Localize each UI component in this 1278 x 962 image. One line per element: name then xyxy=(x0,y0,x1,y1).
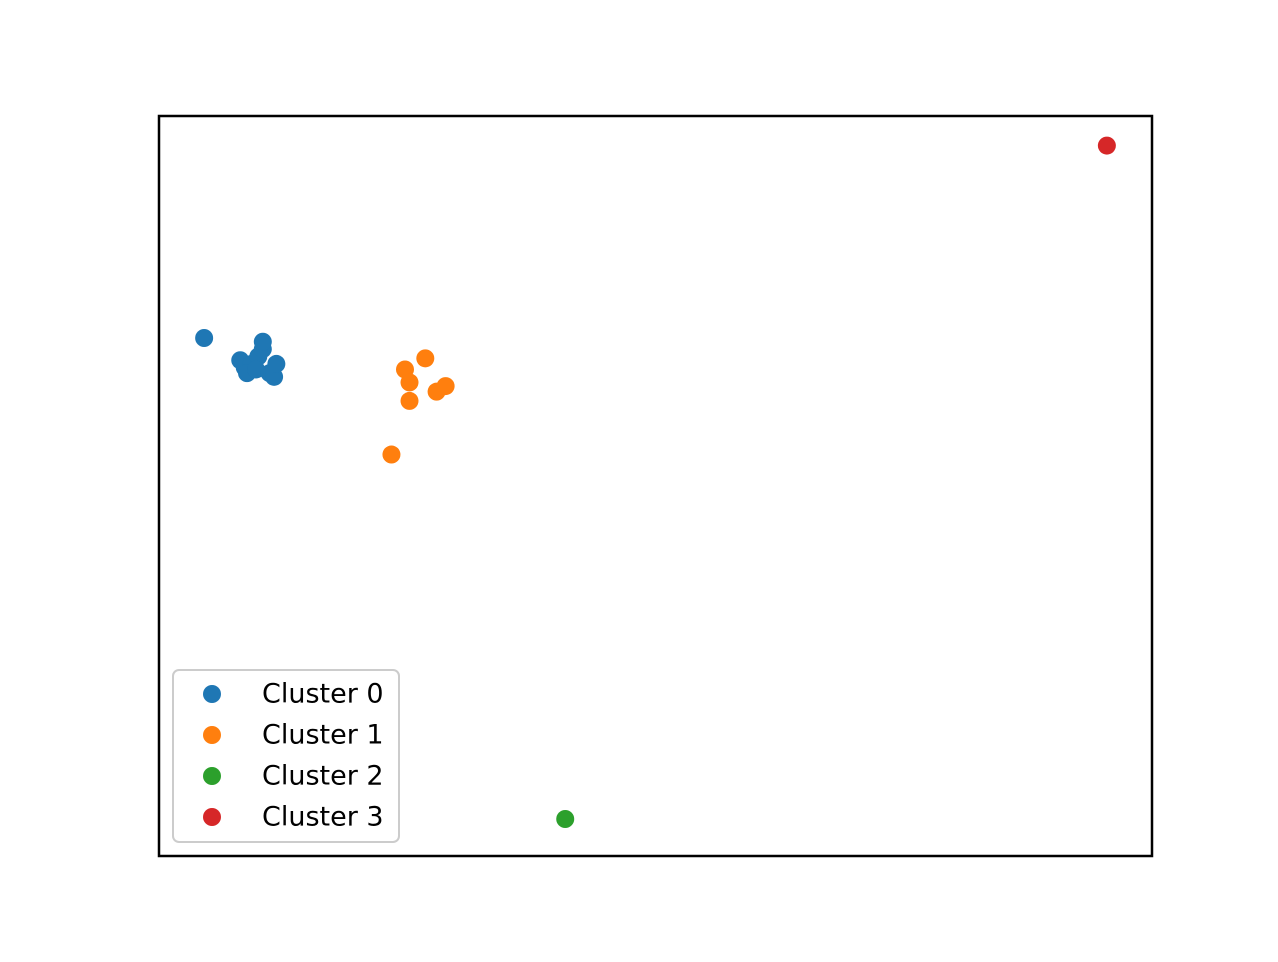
data-point-cluster-0-8 xyxy=(247,360,266,379)
legend-entries: Cluster 0 Cluster 1 Cluster 2 Cluster 3 xyxy=(203,679,384,833)
data-point-cluster-1-3 xyxy=(400,391,419,410)
legend-label-cluster-0: Cluster 0 xyxy=(262,679,384,710)
legend-box xyxy=(172,669,400,843)
plot-frame xyxy=(157,114,1154,858)
data-point-cluster-0-6 xyxy=(253,332,272,351)
data-point-cluster-2-0 xyxy=(556,810,575,828)
legend: Cluster 0 Cluster 1 Cluster 2 Cluster 3 xyxy=(172,669,400,843)
legend-label-cluster-2: Cluster 2 xyxy=(262,761,384,792)
legend-marker-cluster-3 xyxy=(203,808,221,826)
data-point-cluster-1-5 xyxy=(436,377,455,396)
legend-marker-cluster-0 xyxy=(203,685,221,703)
data-point-cluster-1-0 xyxy=(416,349,435,368)
data-point-cluster-0-11 xyxy=(267,354,286,373)
data-point-cluster-1-2 xyxy=(400,373,419,392)
data-point-cluster-1-6 xyxy=(382,445,401,464)
legend-label-cluster-3: Cluster 3 xyxy=(262,802,384,833)
legend-marker-cluster-1 xyxy=(203,726,221,744)
data-point-cluster-0-0 xyxy=(195,329,214,347)
data-point-cluster-3-0 xyxy=(1097,136,1116,155)
scatter-points xyxy=(195,136,1116,828)
legend-label-cluster-1: Cluster 1 xyxy=(262,720,384,751)
legend-marker-cluster-2 xyxy=(203,767,221,785)
